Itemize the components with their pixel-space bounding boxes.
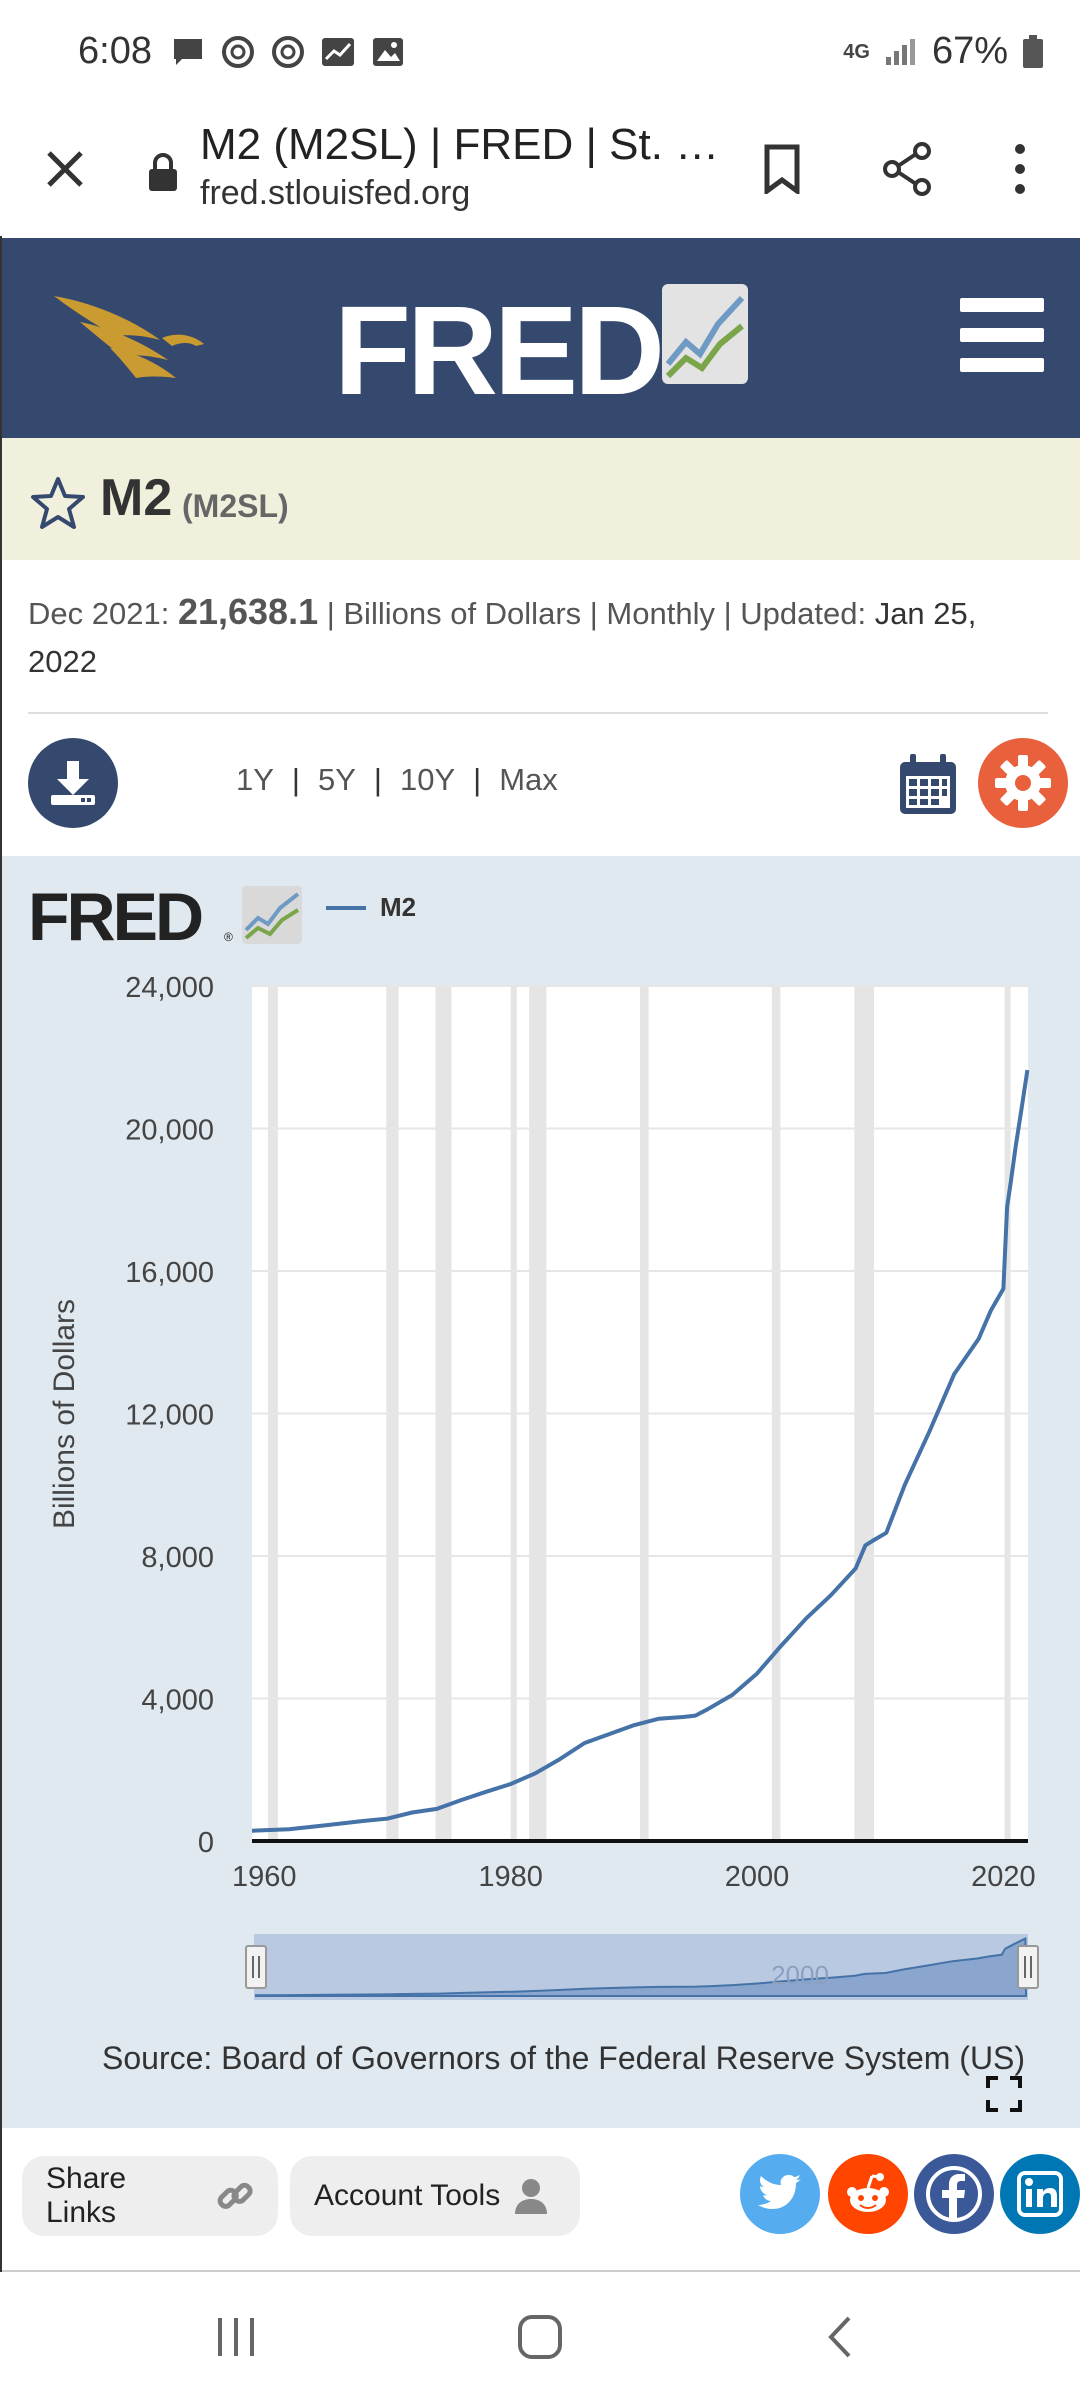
series-line-m2 — [251, 1069, 1030, 1833]
reddit-icon — [847, 2173, 889, 2212]
divider — [28, 712, 1048, 714]
link-icon — [218, 2182, 254, 2209]
account-tools-button[interactable]: Account Tools — [290, 2156, 580, 2236]
y-tick-label: 16,000 — [125, 1257, 214, 1289]
status-time: 6:08 — [78, 30, 152, 72]
notification-icons — [170, 34, 406, 70]
message-icon — [170, 34, 206, 70]
share-links-label: Share Links — [46, 2162, 127, 2229]
recent-apps-icon[interactable] — [196, 2302, 276, 2372]
facebook-button[interactable] — [914, 2154, 994, 2234]
web-content-frame — [0, 236, 1080, 2276]
x-tick-label: 2020 — [971, 1861, 1036, 1893]
fred-chart-logo-icon — [662, 284, 748, 384]
network-indicator: 4G — [843, 40, 870, 63]
twitter-button[interactable] — [740, 2154, 820, 2234]
fred-logo-registered: ® — [632, 366, 646, 386]
chart-logo-icon — [242, 886, 302, 944]
more-options-icon[interactable] — [1000, 134, 1040, 204]
series-id: (M2SL) — [182, 488, 289, 524]
y-tick-label: 4,000 — [141, 1685, 214, 1717]
user-icon — [515, 2179, 548, 2214]
chart-fred-logo: FRED — [28, 879, 204, 955]
observation-value: 21,638.1 — [177, 591, 319, 632]
navigator-series-area — [255, 1936, 1028, 1997]
y-tick-label: 24,000 — [125, 972, 214, 1004]
reddit-button[interactable] — [828, 2154, 908, 2234]
legend-swatch — [326, 906, 366, 910]
close-icon[interactable] — [30, 134, 100, 204]
signal-icon — [885, 38, 915, 65]
y-tick-label: 12,000 — [125, 1400, 214, 1432]
account-tools-label: Account Tools — [314, 2179, 501, 2212]
bookmark-icon[interactable] — [752, 134, 812, 204]
range-5y[interactable]: 5Y — [317, 762, 356, 797]
battery-icon — [1023, 34, 1043, 68]
threads-icon — [220, 34, 256, 70]
navigator-left-handle[interactable] — [245, 1945, 267, 1989]
range-10y[interactable]: 10Y — [399, 762, 456, 797]
share-links-button[interactable]: Share Links — [22, 2156, 278, 2236]
eagle-logo-icon[interactable] — [50, 282, 210, 392]
x-tick-label: 2000 — [725, 1861, 790, 1893]
line-chart[interactable]: 0 4,000 8,000 12,000 16,000 20,000 24,000 1960… — [2, 856, 1080, 2036]
navigator-right-handle[interactable] — [1017, 1945, 1039, 1989]
settings-button[interactable] — [978, 738, 1068, 828]
twitter-icon — [758, 2174, 801, 2210]
y-axis-ticks: 0 4,000 8,000 12,000 16,000 20,000 24,000 — [125, 972, 214, 1859]
page-url[interactable]: fred.stlouisfed.org — [200, 174, 471, 212]
y-axis-label: Billions of Dollars — [48, 1299, 81, 1529]
calendar-icon[interactable] — [898, 752, 958, 816]
back-icon[interactable] — [800, 2302, 880, 2372]
site-header: FRED ® — [2, 238, 1080, 438]
linkedin-icon — [1017, 2171, 1063, 2217]
date-range-selector: 1Y | 5Y | 10Y | Max — [236, 762, 558, 798]
download-icon — [51, 761, 95, 805]
chart-notification-icon — [320, 34, 356, 70]
range-max[interactable]: Max — [499, 762, 558, 797]
x-tick-label: 1960 — [232, 1861, 297, 1893]
x-axis-ticks: 1960 1980 2000 2020 — [232, 1861, 1036, 1893]
chart-source: Source: Board of Governors of the Federa… — [102, 2040, 1026, 2076]
range-separator: | — [373, 762, 382, 797]
page-title[interactable]: M2 (M2SL) | FRED | St. … — [200, 120, 720, 169]
image-icon — [370, 34, 406, 70]
gridlines — [252, 985, 1028, 1700]
facebook-icon — [926, 2166, 982, 2222]
updated-date: Jan 25, 2022 — [28, 596, 977, 679]
system-nav-bar — [0, 2272, 1080, 2400]
fred-logo[interactable]: FRED — [334, 280, 665, 421]
status-bar: 6:08 4G 67% — [0, 0, 1080, 108]
series-title-bar: M2 (M2SL) — [2, 438, 1080, 560]
browser-toolbar: M2 (M2SL) | FRED | St. … fred.stlouisfed… — [0, 108, 1080, 236]
series-meta: Dec 2021: 21,638.1 | Billions of Dollars… — [28, 588, 1028, 686]
gear-icon — [995, 755, 1051, 811]
range-1y[interactable]: 1Y — [236, 762, 274, 797]
navigator-year-label: 2000 — [771, 1960, 829, 1990]
battery-percent: 67% — [931, 30, 1008, 72]
threads-icon-2 — [270, 34, 306, 70]
home-icon[interactable] — [500, 2302, 580, 2372]
menu-icon[interactable] — [960, 298, 1044, 372]
share-icon[interactable] — [876, 134, 940, 204]
lock-icon — [146, 152, 180, 192]
x-tick-label: 1980 — [478, 1861, 543, 1893]
status-right: 4G 67% — [843, 30, 1044, 73]
series-name: M2 — [100, 469, 173, 527]
range-separator: | — [291, 762, 300, 797]
units-frequency: | Billions of Dollars | Monthly | Update… — [326, 596, 867, 631]
chart-fred-logo-registered: ® — [224, 930, 233, 944]
share-bar: Share Links Account Tools — [2, 2128, 1080, 2272]
download-button[interactable] — [28, 738, 118, 828]
observation-date: Dec 2021: — [28, 596, 170, 631]
y-tick-label: 20,000 — [125, 1115, 214, 1147]
y-tick-label: 8,000 — [141, 1542, 214, 1574]
y-tick-label: 0 — [198, 1827, 214, 1859]
range-separator: | — [473, 762, 482, 797]
linkedin-button[interactable] — [1000, 2154, 1080, 2234]
chart-panel: FRED ® M2 0 4,000 8,000 12,000 16,000 20,000 2… — [2, 856, 1080, 2128]
star-icon[interactable] — [30, 476, 86, 532]
fullscreen-icon[interactable] — [986, 2076, 1022, 2112]
legend-label: M2 — [380, 892, 417, 922]
